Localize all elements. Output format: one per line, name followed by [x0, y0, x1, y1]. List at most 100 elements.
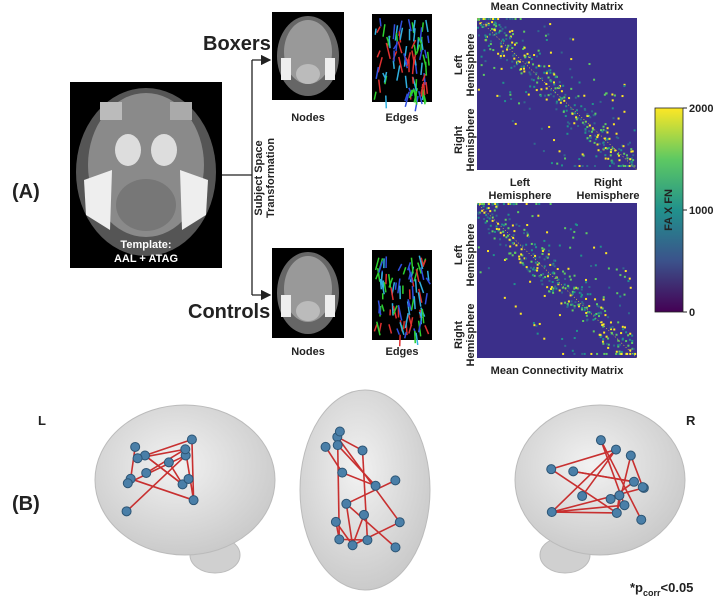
matrix-cell — [487, 18, 490, 20]
group-name: Boxers — [203, 33, 271, 55]
matrix-cell — [546, 256, 549, 259]
edges-image — [410, 298, 415, 311]
edges-image — [377, 56, 383, 73]
matrix-cell — [497, 52, 500, 55]
matrix-cell — [523, 46, 526, 49]
matrix-cell — [503, 32, 506, 35]
matrix-cell — [522, 47, 525, 50]
matrix-cell — [511, 46, 514, 49]
matrix-cell — [492, 254, 495, 257]
matrix-cell — [578, 165, 581, 167]
matrix-cell — [602, 125, 605, 128]
matrix-cell — [533, 85, 536, 88]
matrix-cell — [594, 134, 597, 137]
matrix-cell — [528, 270, 531, 273]
matrix-cell — [601, 130, 604, 133]
matrix-cell — [595, 155, 598, 158]
edges-image — [382, 24, 386, 37]
matrix-cell — [599, 333, 602, 336]
matrix-cell — [490, 18, 493, 20]
matrix-cell — [567, 267, 570, 270]
edges-image — [414, 279, 418, 293]
matrix-cell — [545, 98, 548, 101]
matrix-diagonal — [476, 17, 638, 171]
matrix-cell — [620, 332, 623, 335]
matrix-cell — [532, 266, 535, 269]
matrix-cell — [562, 84, 565, 87]
matrix-cell — [583, 123, 586, 126]
matrix-cell — [492, 18, 495, 20]
matrix-cell — [502, 230, 505, 233]
matrix-cell — [566, 125, 569, 128]
matrix-cell — [605, 138, 608, 141]
matrix-cell — [487, 203, 490, 205]
matrix-cell — [603, 137, 606, 140]
matrix-cell — [502, 203, 505, 205]
matrix-cell — [542, 277, 545, 280]
matrix-cell — [493, 237, 496, 240]
matrix-cell — [520, 248, 523, 251]
edges-image — [399, 27, 404, 40]
matrix-cell — [633, 129, 636, 132]
matrix-cell — [596, 136, 599, 139]
matrix-cell — [528, 71, 531, 74]
matrix-cell — [510, 66, 513, 69]
matrix-cell — [537, 77, 540, 80]
edges-image — [388, 324, 393, 334]
matrix-cell — [573, 230, 576, 233]
edges-image — [407, 314, 413, 327]
matrix-cell — [585, 314, 588, 317]
matrix-cell — [606, 342, 609, 345]
matrix-cell — [632, 165, 635, 167]
colorbar-tick-label: 0 — [689, 307, 695, 319]
matrix-cell — [556, 268, 559, 271]
matrix-cell — [541, 77, 544, 80]
edges-image — [411, 50, 415, 64]
matrix-cell — [596, 352, 599, 355]
matrix-cell — [577, 303, 580, 306]
matrix-cell — [632, 352, 635, 355]
matrix-cell — [554, 87, 557, 90]
matrix-cell — [574, 301, 577, 304]
matrix-cell — [581, 306, 584, 309]
edges-image — [388, 35, 391, 49]
matrix-cell — [558, 150, 561, 153]
matrix-cell — [631, 163, 634, 166]
matrix-cell — [586, 165, 589, 167]
matrix-cell — [495, 227, 498, 230]
matrix-cell — [511, 242, 514, 245]
matrix-cell — [617, 117, 620, 120]
matrix-cell — [573, 287, 576, 290]
node — [577, 491, 588, 502]
edge — [127, 454, 187, 484]
matrix-cell — [628, 277, 631, 280]
matrix-cell — [503, 54, 506, 57]
matrix-cell — [485, 207, 488, 210]
matrix-cell — [597, 315, 600, 318]
matrix-cell — [580, 254, 583, 257]
matrix-cell — [573, 286, 576, 289]
matrix-cell — [547, 76, 550, 79]
matrix-cell — [612, 123, 615, 126]
matrix-cell — [511, 60, 514, 63]
matrix-cell — [518, 225, 521, 228]
matrix-cell — [491, 203, 494, 206]
matrix-cell — [495, 205, 498, 208]
matrix-cell — [603, 352, 606, 355]
matrix-cell — [491, 21, 494, 24]
matrix-cell — [517, 61, 520, 64]
matrix-cell — [606, 131, 609, 134]
matrix-cell — [575, 116, 578, 119]
matrix-cell — [487, 22, 490, 25]
edges-image — [394, 282, 397, 290]
matrix-cell — [567, 284, 570, 287]
edges-image — [385, 95, 388, 109]
matrix-cell — [630, 157, 633, 160]
matrix-cell — [610, 148, 613, 151]
matrix-cell — [607, 346, 610, 349]
node — [163, 457, 174, 468]
matrix-cell — [618, 148, 621, 151]
matrix-cell — [585, 306, 588, 309]
matrix-cell — [556, 282, 559, 285]
matrix-cell — [515, 42, 518, 45]
